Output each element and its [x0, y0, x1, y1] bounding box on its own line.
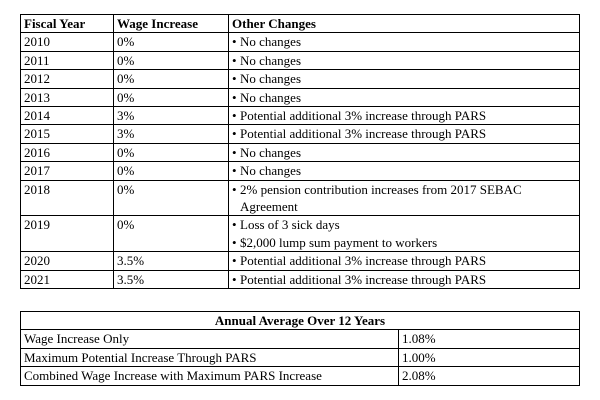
year-cell: 2019 — [20, 215, 114, 253]
change-item: Loss of 3 sick days — [232, 216, 576, 234]
changes-cell: Potential additional 3% increase through… — [228, 124, 580, 144]
changes-cell: No changes — [228, 87, 580, 108]
year-cell: 2010 — [20, 32, 114, 52]
changes-cell: No changes — [228, 32, 580, 52]
wage-cell: 0% — [113, 161, 229, 181]
change-item: No changes — [232, 33, 576, 51]
year-cell: 2014 — [20, 106, 114, 126]
change-item: $2,000 lump sum payment to workers — [232, 234, 576, 252]
changes-cell: Potential additional 3% increase through… — [228, 251, 580, 271]
change-item: No changes — [232, 144, 576, 162]
summary-row: Wage Increase Only 1.08% — [20, 329, 580, 349]
summary-label: Maximum Potential Increase Through PARS — [20, 347, 399, 368]
wage-cell: 0% — [113, 142, 229, 163]
year-cell: 2018 — [20, 179, 114, 217]
wage-cell: 0% — [113, 32, 229, 52]
wage-cell: 3% — [113, 106, 229, 126]
summary-value: 2.08% — [398, 366, 580, 386]
wage-cell: 0% — [113, 87, 229, 108]
year-cell: 2017 — [20, 161, 114, 181]
changes-cell: Potential additional 3% increase through… — [228, 269, 580, 290]
header-cell: Fiscal Year — [20, 13, 114, 34]
summary-value: 1.00% — [398, 347, 580, 368]
change-item: No changes — [232, 89, 576, 107]
year-cell: 2013 — [20, 87, 114, 108]
wage-cell: 0% — [113, 215, 229, 253]
header-row: Annual Average Over 12 Years — [20, 310, 580, 331]
year-cell: 2016 — [20, 142, 114, 163]
changes-cell: No changes — [228, 50, 580, 71]
change-item: 2% pension contribution increases from 2… — [232, 181, 576, 216]
change-item: No changes — [232, 52, 576, 70]
change-item: Potential additional 3% increase through… — [232, 271, 576, 289]
summary-label: Combined Wage Increase with Maximum PARS… — [20, 366, 399, 386]
header-cell: Wage Increase — [113, 13, 229, 34]
wage-cell: 3% — [113, 124, 229, 144]
changes-cell: Loss of 3 sick days$2,000 lump sum payme… — [228, 215, 580, 253]
wage-cell: 0% — [113, 179, 229, 217]
changes-cell: 2% pension contribution increases from 2… — [228, 179, 580, 217]
wage-cell: 3.5% — [113, 251, 229, 271]
change-item: Potential additional 3% increase through… — [232, 125, 576, 143]
wage-cell: 0% — [113, 69, 229, 89]
changes-cell: No changes — [228, 161, 580, 181]
header-cell: Other Changes — [228, 13, 580, 34]
summary-row: Combined Wage Increase with Maximum PARS… — [20, 366, 580, 386]
change-item: Potential additional 3% increase through… — [232, 252, 576, 270]
wage-table: Fiscal Year Wage Increase Other Changes … — [20, 13, 580, 290]
summary-row: Maximum Potential Increase Through PARS 1… — [20, 347, 580, 368]
changes-cell: No changes — [228, 142, 580, 163]
header-row: Fiscal Year Wage Increase Other Changes — [20, 13, 580, 34]
changes-cell: Potential additional 3% increase through… — [228, 106, 580, 126]
year-cell: 2020 — [20, 251, 114, 271]
year-cell: 2012 — [20, 69, 114, 89]
summary-label: Wage Increase Only — [20, 329, 399, 349]
wage-cell: 3.5% — [113, 269, 229, 290]
summary-table: Annual Average Over 12 Years Wage Increa… — [20, 310, 580, 386]
summary-value: 1.08% — [398, 329, 580, 349]
change-item: Potential additional 3% increase through… — [232, 107, 576, 125]
year-cell: 2011 — [20, 50, 114, 71]
year-cell: 2015 — [20, 124, 114, 144]
wage-cell: 0% — [113, 50, 229, 71]
changes-cell: No changes — [228, 69, 580, 89]
change-item: No changes — [232, 162, 576, 180]
change-item: No changes — [232, 70, 576, 88]
summary-title: Annual Average Over 12 Years — [20, 310, 580, 331]
year-cell: 2021 — [20, 269, 114, 290]
